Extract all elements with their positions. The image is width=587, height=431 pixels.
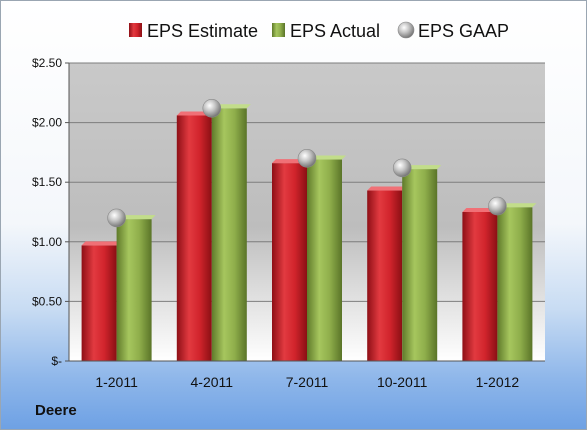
x-tick-label: 4-2011 — [191, 374, 234, 390]
y-tick-label: $2.50 — [32, 56, 62, 70]
x-tick-label: 1-2011 — [95, 374, 138, 390]
y-tick-label: $- — [51, 354, 62, 368]
bar — [272, 163, 307, 361]
bar — [116, 219, 152, 361]
bar — [176, 115, 212, 361]
axes: $- $0.50 $1.00 $1.50 $2.00 $2.50 1-2011 4-2011 7… — [32, 56, 545, 390]
gaap-marker — [488, 196, 507, 216]
legend-label: EPS Actual — [290, 21, 380, 41]
bar — [307, 159, 342, 361]
company-name: Deere — [35, 402, 77, 419]
bar-top — [367, 186, 407, 191]
legend-label: EPS Estimate — [147, 21, 258, 41]
x-tick-label: 7-2011 — [286, 374, 329, 390]
legend-label: EPS GAAP — [418, 21, 509, 41]
y-tick-label: $1.50 — [32, 175, 62, 189]
bar-top — [497, 203, 537, 208]
bar-top — [81, 241, 121, 246]
bar-top — [116, 215, 156, 220]
x-tick-label: 1-2012 — [476, 374, 520, 390]
legend: EPS Estimate EPS Actual EPS GAAP — [129, 21, 509, 41]
legend-swatch — [129, 23, 142, 37]
gaap-marker — [297, 149, 317, 168]
bar — [367, 190, 403, 361]
legend-swatch — [397, 21, 415, 39]
bar — [497, 207, 533, 361]
x-tick-label: 10-2011 — [377, 374, 428, 390]
legend-swatch — [272, 23, 285, 37]
gaap-markers — [107, 98, 507, 228]
bar-top — [211, 104, 251, 109]
bar-top — [307, 155, 346, 160]
gaap-marker — [107, 208, 126, 228]
y-tick-label: $0.50 — [32, 294, 62, 308]
bar — [462, 212, 498, 361]
y-tick-label: $2.00 — [32, 116, 62, 130]
gaap-marker — [392, 158, 412, 178]
bar — [211, 108, 247, 362]
bar — [81, 245, 117, 361]
bar — [402, 169, 438, 361]
y-tick-label: $1.00 — [32, 235, 62, 249]
bar-top — [402, 165, 442, 170]
gaap-marker — [202, 98, 222, 118]
